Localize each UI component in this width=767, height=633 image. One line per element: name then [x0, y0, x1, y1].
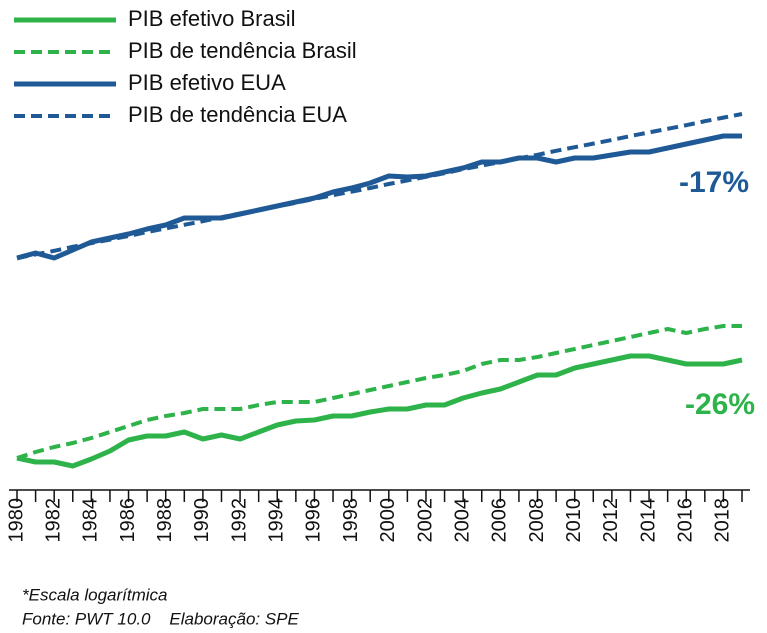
x-tick-label: 2016: [675, 498, 697, 543]
x-tick-label: 2018: [712, 498, 734, 543]
x-tick-label: 2014: [637, 498, 659, 543]
legend-label: PIB de tendência EUA: [128, 102, 347, 127]
x-tick-label: 1994: [266, 498, 288, 543]
x-tick-label: 2010: [563, 498, 585, 543]
x-tick-label: 1980: [5, 498, 27, 543]
series-line: [16, 133, 742, 261]
x-tick-label: 1996: [303, 498, 325, 543]
x-tick-label: 1982: [42, 498, 64, 543]
x-tick-label: 2002: [414, 498, 436, 543]
series-line: [16, 324, 742, 460]
x-tick-label: 2008: [526, 498, 548, 543]
legend-label: PIB efetivo EUA: [128, 70, 286, 95]
x-tick-label: 1998: [340, 498, 362, 543]
x-tick-label: 2012: [600, 498, 622, 543]
x-tick-label: 1986: [117, 498, 139, 543]
series-line: [16, 353, 743, 469]
x-tick-label: 1984: [80, 498, 102, 543]
x-tick-label: 1988: [154, 498, 176, 543]
footnote: *Escala logarítmica: [22, 585, 168, 604]
legend-label: PIB efetivo Brasil: [128, 6, 296, 31]
x-tick-label: 2006: [489, 498, 511, 542]
annotation: -17%: [679, 166, 749, 199]
legend-label: PIB de tendência Brasil: [128, 38, 357, 63]
annotation: -26%: [685, 388, 755, 421]
x-tick-label: 2004: [451, 498, 473, 543]
series-line: [16, 112, 743, 260]
x-tick-label: 1992: [228, 498, 250, 543]
x-tick-label: 1990: [191, 498, 213, 543]
source-note: Fonte: PWT 10.0 Elaboração: SPE: [22, 609, 300, 628]
x-tick-label: 2000: [377, 498, 399, 543]
